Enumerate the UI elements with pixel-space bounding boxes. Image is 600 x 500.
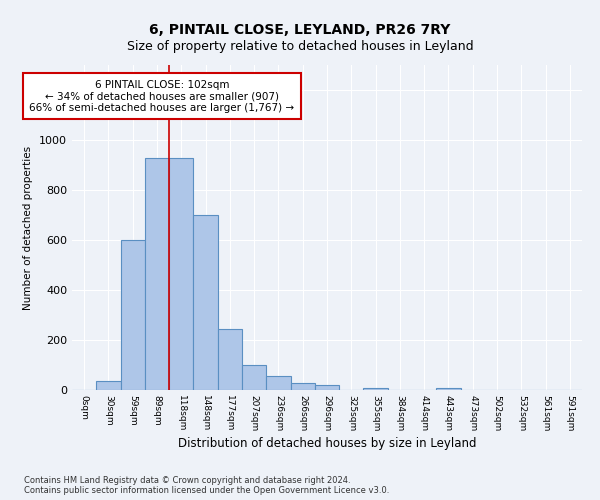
- Text: 6, PINTAIL CLOSE, LEYLAND, PR26 7RY: 6, PINTAIL CLOSE, LEYLAND, PR26 7RY: [149, 22, 451, 36]
- Text: 6 PINTAIL CLOSE: 102sqm
← 34% of detached houses are smaller (907)
66% of semi-d: 6 PINTAIL CLOSE: 102sqm ← 34% of detache…: [29, 80, 295, 113]
- Bar: [266, 376, 290, 390]
- Text: Size of property relative to detached houses in Leyland: Size of property relative to detached ho…: [127, 40, 473, 53]
- Y-axis label: Number of detached properties: Number of detached properties: [23, 146, 34, 310]
- Bar: [290, 382, 315, 390]
- Bar: [364, 388, 388, 390]
- Bar: [242, 365, 266, 390]
- Bar: [436, 388, 461, 390]
- Bar: [169, 158, 193, 390]
- Bar: [315, 385, 339, 390]
- X-axis label: Distribution of detached houses by size in Leyland: Distribution of detached houses by size …: [178, 437, 476, 450]
- Bar: [218, 329, 242, 390]
- Bar: [96, 381, 121, 390]
- Bar: [193, 215, 218, 390]
- Text: Contains HM Land Registry data © Crown copyright and database right 2024.
Contai: Contains HM Land Registry data © Crown c…: [24, 476, 389, 495]
- Bar: [121, 240, 145, 390]
- Bar: [145, 158, 169, 390]
